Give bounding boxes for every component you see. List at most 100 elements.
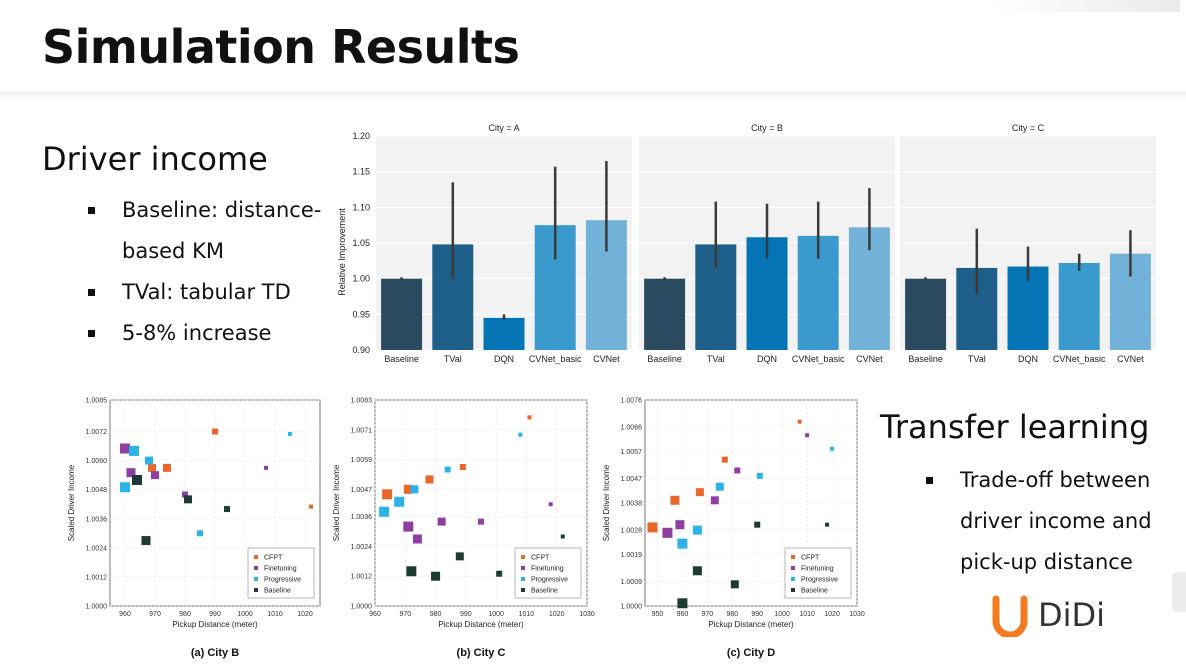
scatter-plot-city-d: 1.0000 1.0009 1.0019 1.0028 1.0038 1.0047 1.00…: [602, 398, 865, 660]
scatter-point-progressive: [692, 525, 702, 535]
scatter-point-progressive: [394, 496, 405, 507]
scatter-x-tick-label: 1020: [824, 611, 840, 618]
legend-label: Baseline: [531, 588, 558, 595]
scatter-point-baseline: [406, 566, 417, 577]
scatter-point-finetuning: [478, 518, 484, 525]
legend-marker: [791, 588, 795, 592]
scatter-point-baseline: [754, 521, 761, 528]
transfer-learning-bullets: Trade-off between driver income and pick…: [926, 460, 1166, 583]
scatter-point-baseline: [132, 474, 142, 485]
scatter-y-tick-label: 1.0057: [621, 449, 643, 456]
bar-category-label: TVal: [707, 354, 725, 364]
bar-category-label: CVNet_basic: [792, 354, 845, 364]
scatter-point-finetuning: [403, 521, 414, 532]
scatter-point-baseline: [730, 580, 739, 589]
bar-y-tick-label: 1.05: [352, 238, 370, 248]
scatter-caption: (b) City C: [457, 647, 506, 659]
scatter-point-baseline: [692, 566, 702, 576]
scatter-x-tick-label: 1010: [519, 611, 535, 618]
scatter-point-baseline: [224, 506, 230, 513]
scatter-x-tick-label: 970: [149, 611, 161, 618]
scatter-y-tick-label: 1.0012: [351, 574, 373, 581]
scatter-x-tick-label: 1020: [549, 611, 565, 618]
scatter-point-finetuning: [151, 471, 159, 480]
scatter-x-tick-label: 960: [677, 611, 689, 618]
legend-marker: [521, 588, 525, 592]
top-right-artifact: [990, 0, 1180, 12]
scatter-x-tick-label: 990: [460, 611, 472, 618]
scatter-point-progressive: [830, 446, 835, 451]
scatter-x-tick-label: 970: [399, 611, 411, 618]
scatter-legend: [784, 547, 852, 599]
bar-y-tick-label: 1.15: [352, 167, 370, 177]
scatter-point-cfpt: [721, 456, 728, 463]
scatter-y-tick-label: 1.0000: [86, 604, 108, 611]
scatter-x-tick-label: 950: [652, 611, 664, 618]
bar-category-label: CVNet: [593, 354, 620, 364]
legend-marker: [521, 566, 525, 570]
bar-category-label: CVNet_basic: [1053, 354, 1106, 364]
scatter-point-baseline: [431, 571, 441, 581]
scatter-point-progressive: [120, 482, 130, 493]
bar-panel-title: City = B: [751, 123, 783, 133]
scatter-point-finetuning: [675, 520, 685, 530]
scatter-y-tick-label: 1.0072: [86, 429, 108, 436]
scatter-y-tick-label: 1.0036: [351, 514, 373, 521]
scatter-point-finetuning: [264, 465, 268, 470]
scatter-y-tick-label: 1.0085: [86, 398, 108, 405]
scatter-y-tick-label: 1.0083: [351, 398, 373, 405]
scatter-plot-city-b: 1.0000 1.0012 1.0024 1.0036 1.0048 1.0060 1.00…: [67, 398, 321, 659]
scatter-y-tick-label: 1.0000: [351, 604, 373, 611]
scatter-point-baseline: [496, 570, 503, 577]
scatter-point-progressive: [145, 456, 153, 465]
scatter-point-progressive: [129, 445, 139, 456]
scatter-y-tick-label: 1.0009: [621, 579, 643, 586]
bar-y-axis-label: Relative Improvement: [337, 208, 347, 296]
scatter-point-finetuning: [548, 502, 553, 507]
scatter-y-tick-label: 1.0060: [86, 458, 108, 465]
driver-income-bullets: Baseline: distance-based KM TVal: tabula…: [88, 190, 338, 354]
bullet-tradeoff: Trade-off between driver income and pick…: [926, 460, 1166, 583]
slide-title: Simulation Results: [42, 20, 520, 74]
scatter-point-cfpt: [163, 463, 171, 472]
edge-artifact: [1172, 572, 1186, 612]
scatter-y-tick-label: 1.0066: [621, 425, 643, 432]
scatter-y-axis-label: Scaled Driver Income: [67, 464, 76, 541]
legend-marker: [791, 555, 795, 559]
scatter-point-finetuning: [805, 433, 810, 438]
scatter-point-progressive: [288, 431, 292, 436]
scatter-point-baseline: [677, 598, 688, 609]
bar-category-label: DQN: [1018, 354, 1038, 364]
scatter-x-tick-label: 1030: [849, 611, 865, 618]
scatter-x-axis-label: Pickup Distance (meter): [438, 620, 524, 629]
scatter-x-tick-label: 1030: [579, 611, 595, 618]
title-divider: [0, 92, 1186, 98]
scatter-x-tick-label: 1000: [237, 611, 253, 618]
scatter-point-baseline: [455, 552, 464, 561]
legend-label: CFPT: [531, 555, 550, 562]
bar-category-label: DQN: [494, 354, 514, 364]
scatter-y-tick-label: 1.0047: [621, 476, 643, 483]
scatter-y-tick-label: 1.0047: [351, 487, 373, 494]
scatter-y-tick-label: 1.0000: [621, 604, 643, 611]
scatter-y-axis-label: Scaled Driver Income: [602, 464, 611, 541]
scatter-point-cfpt: [797, 419, 802, 424]
legend-marker: [791, 566, 795, 570]
bar-y-tick-label: 1.10: [352, 202, 370, 212]
bar-y-tick-label: 0.90: [352, 345, 370, 355]
legend-label: Finetuning: [531, 566, 564, 573]
scatter-point-cfpt: [382, 489, 393, 500]
scatter-y-tick-label: 1.0048: [86, 487, 108, 494]
scatter-point-progressive: [444, 466, 451, 473]
bar-y-tick-label: 1.00: [352, 274, 370, 284]
scatter-point-finetuning: [126, 468, 136, 478]
scatter-y-tick-label: 1.0038: [621, 501, 643, 508]
bar-panel-title: City = A: [488, 123, 519, 133]
bar-category-label: Baseline: [908, 354, 943, 364]
scatter-point-finetuning: [412, 534, 422, 544]
bar-category-label: DQN: [757, 354, 777, 364]
transfer-learning-heading: Transfer learning: [880, 408, 1150, 446]
scatter-point-finetuning: [734, 467, 741, 474]
scatter-x-tick-label: 1000: [774, 611, 790, 618]
scatter-point-progressive: [518, 432, 523, 437]
